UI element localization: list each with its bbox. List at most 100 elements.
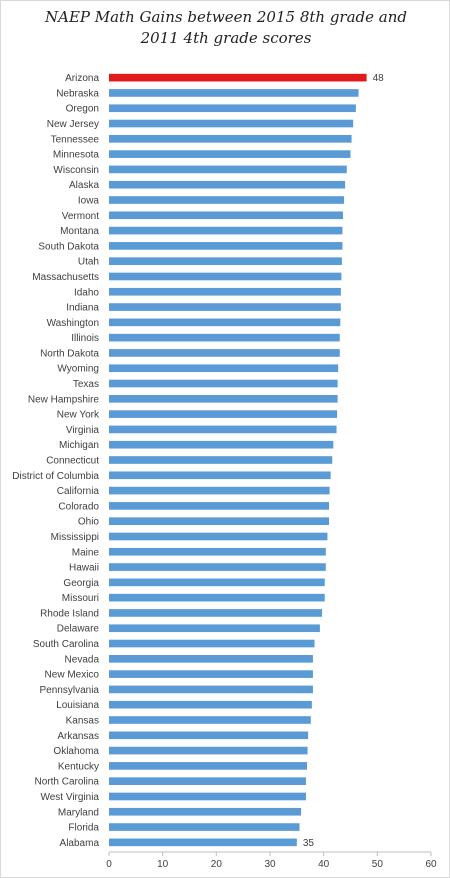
- bar-virginia: [109, 425, 337, 434]
- category-label-kansas: Kansas: [66, 716, 99, 727]
- category-label-arizona: Arizona: [65, 73, 99, 84]
- bar-alabama: [109, 838, 297, 847]
- category-label-california: California: [57, 486, 100, 497]
- x-tick-label-0: 0: [106, 859, 112, 870]
- category-label-north-dakota: North Dakota: [40, 348, 99, 359]
- category-label-vermont: Vermont: [62, 211, 99, 222]
- bar-washington: [109, 318, 341, 327]
- x-tick-label-20: 20: [211, 859, 223, 870]
- bar-tennessee: [109, 135, 352, 143]
- bar-missouri: [109, 593, 325, 602]
- bar-maine: [109, 547, 326, 556]
- category-label-michigan: Michigan: [59, 440, 99, 451]
- category-label-maine: Maine: [72, 547, 100, 558]
- category-label-south-dakota: South Dakota: [38, 241, 99, 252]
- bar-wyoming: [109, 364, 339, 373]
- bar-maryland: [109, 807, 302, 816]
- category-label-idaho: Idaho: [74, 287, 99, 298]
- bar-vermont: [109, 211, 343, 220]
- bar-nebraska: [109, 89, 359, 97]
- category-label-arkansas: Arkansas: [57, 731, 99, 742]
- bar-arkansas: [109, 731, 309, 740]
- bar-north-carolina: [109, 777, 306, 785]
- category-label-north-carolina: North Carolina: [35, 777, 100, 788]
- bar-alaska: [109, 180, 346, 189]
- bar-massachusetts: [109, 272, 342, 281]
- bar-indiana: [109, 303, 341, 311]
- category-label-connecticut: Connecticut: [46, 456, 99, 467]
- bar-kansas: [109, 716, 311, 724]
- bar-california: [109, 486, 330, 495]
- category-label-new-jersey: New Jersey: [47, 119, 99, 130]
- category-label-west-virginia: West Virginia: [40, 792, 99, 803]
- category-label-colorado: Colorado: [58, 501, 99, 512]
- category-label-pennsylvania: Pennsylvania: [40, 685, 100, 696]
- category-label-texas: Texas: [73, 379, 99, 390]
- x-tick-label-60: 60: [425, 859, 437, 870]
- category-label-iowa: Iowa: [78, 196, 100, 207]
- category-label-utah: Utah: [78, 257, 99, 268]
- category-label-mississippi: Mississippi: [51, 532, 99, 543]
- category-label-tennessee: Tennessee: [51, 134, 100, 145]
- bar-montana: [109, 226, 343, 235]
- category-label-oregon: Oregon: [66, 104, 99, 115]
- category-label-new-hampshire: New Hampshire: [28, 394, 100, 405]
- category-label-indiana: Indiana: [66, 303, 99, 314]
- bar-georgia: [109, 578, 325, 587]
- bar-illinois: [109, 333, 340, 342]
- category-label-nevada: Nevada: [65, 654, 100, 665]
- category-label-delaware: Delaware: [57, 624, 100, 635]
- bar-louisiana: [109, 700, 312, 709]
- bar-new-york: [109, 410, 338, 418]
- bar-new-mexico: [109, 670, 313, 678]
- category-label-new-york: New York: [57, 410, 100, 421]
- category-label-oklahoma: Oklahoma: [53, 746, 99, 757]
- x-tick-label-30: 30: [264, 859, 276, 870]
- category-label-illinois: Illinois: [71, 333, 99, 344]
- category-label-louisiana: Louisiana: [56, 700, 99, 711]
- bar-west-virginia: [109, 792, 306, 801]
- bar-wisconsin: [109, 165, 347, 174]
- bar-florida: [109, 823, 300, 831]
- category-label-alaska: Alaska: [69, 180, 99, 191]
- bar-rhode-island: [109, 609, 323, 617]
- bar-idaho: [109, 287, 341, 296]
- category-label-ohio: Ohio: [78, 517, 100, 528]
- bar-delaware: [109, 624, 320, 633]
- bar-kentucky: [109, 762, 308, 770]
- bar-oregon: [109, 104, 356, 113]
- category-axis-labels: Arizona Nebraska Oregon New Jersey Tennessee…: [12, 73, 100, 849]
- bar-mississippi: [109, 532, 328, 541]
- bar-district-of-columbia: [109, 471, 331, 480]
- x-tick-label-50: 50: [372, 859, 384, 870]
- x-tick-label-40: 40: [318, 859, 330, 870]
- data-labels: 48 35: [303, 73, 384, 849]
- bar-texas: [109, 379, 338, 388]
- data-label-arizona: 48: [373, 73, 385, 84]
- category-label-new-mexico: New Mexico: [45, 670, 100, 681]
- category-label-minnesota: Minnesota: [53, 150, 100, 161]
- bar-michigan: [109, 440, 334, 449]
- bar-ohio: [109, 517, 330, 525]
- x-tick-label-10: 10: [157, 859, 169, 870]
- data-label-alabama: 35: [303, 838, 315, 849]
- category-label-alabama: Alabama: [60, 838, 100, 849]
- category-label-virginia: Virginia: [66, 425, 100, 436]
- bar-north-dakota: [109, 349, 340, 357]
- bar-arizona: [109, 73, 367, 82]
- category-label-washington: Washington: [47, 318, 99, 329]
- bar-connecticut: [109, 456, 333, 464]
- bar-colorado: [109, 502, 330, 510]
- category-label-rhode-island: Rhode Island: [40, 608, 99, 619]
- category-label-florida: Florida: [68, 823, 99, 834]
- bar-south-carolina: [109, 639, 315, 648]
- bar-iowa: [109, 196, 345, 204]
- bar-oklahoma: [109, 746, 308, 755]
- chart-title: NAEP Math Gains between 2015 8th grade a…: [1, 7, 449, 49]
- bar-hawaii: [109, 563, 326, 571]
- category-label-south-carolina: South Carolina: [33, 639, 100, 650]
- chart-title-line-1: NAEP Math Gains between 2015 8th grade a…: [44, 8, 407, 26]
- bar-series: [109, 73, 367, 847]
